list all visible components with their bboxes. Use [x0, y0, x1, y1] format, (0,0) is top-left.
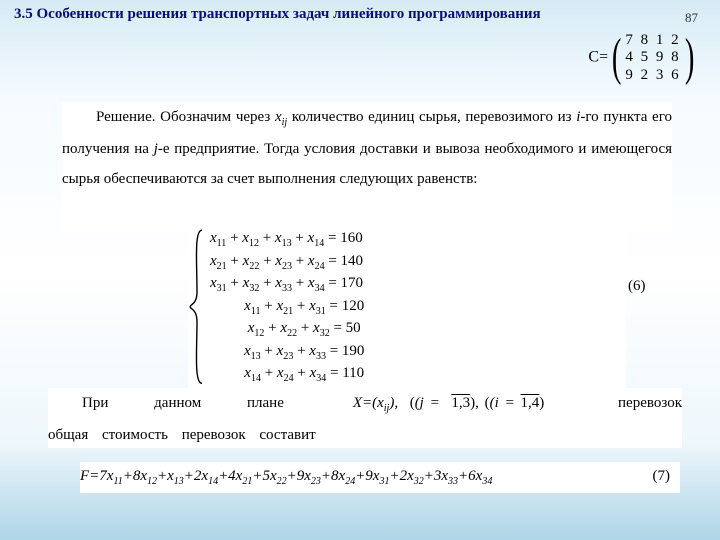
page-root: 3.5 Особенности решения транспортных зад…	[0, 0, 720, 540]
formula-body: F=7x11+8x12+x13+2x14+4x21+5x22+9x23+8x24…	[80, 468, 492, 484]
matrix-body: ( 7 8 1 2 4 5 9 8 9 2 3 6 )	[608, 32, 698, 84]
plan-expr: X=(xij),	[353, 395, 398, 411]
matrix-label: C=	[588, 49, 608, 66]
paren-left: (	[612, 32, 622, 84]
text: Решение. Обозначим через	[96, 109, 275, 125]
brace-left	[188, 228, 206, 386]
objective-function: F=7x11+8x12+x13+2x14+4x21+5x22+9x23+8x24…	[80, 462, 680, 493]
paragraph-solution-intro: Решение. Обозначим через xij количество …	[62, 102, 672, 230]
equation-row: x31 + x32 + x33 + x34 = 170	[210, 273, 364, 296]
equation-rows: x11 + x12 + x13 + x14 = 160x21 + x22 + x…	[210, 228, 364, 386]
equation-row: x14 + x24 + x34 = 110	[210, 363, 364, 386]
matrix-row: 9 2 3 6	[625, 67, 680, 84]
equation-row: x12 + x22 + x32 = 50	[210, 318, 364, 341]
text: количество единиц сырья, перевозимого из	[287, 109, 576, 125]
equation-system: x11 + x12 + x13 + x14 = 160x21 + x22 + x…	[188, 224, 626, 390]
page-number: 87	[685, 10, 698, 26]
equation-row: x11 + x21 + x31 = 120	[210, 296, 364, 319]
equation-number-6: (6)	[628, 278, 646, 295]
var-xij: xij	[275, 109, 287, 125]
equation-number-7: (7)	[653, 468, 671, 485]
i-range: ((i = 1,4)	[485, 395, 545, 411]
text: При данном плане	[82, 395, 330, 411]
equation-row: x21 + x22 + x23 + x24 = 140	[210, 251, 364, 274]
paren-right: )	[685, 32, 695, 84]
equation-row: x13 + x23 + x33 = 190	[210, 341, 364, 364]
equation-row: x11 + x12 + x13 + x14 = 160	[210, 228, 364, 251]
matrix-rows: 7 8 1 2 4 5 9 8 9 2 3 6	[625, 32, 680, 84]
j-range: ((j = 1,3),	[410, 395, 479, 411]
matrix-row: 7 8 1 2	[625, 32, 680, 49]
matrix-c: C= ( 7 8 1 2 4 5 9 8 9 2 3 6 )	[588, 32, 698, 84]
section-heading: 3.5 Особенности решения транспортных зад…	[14, 6, 541, 23]
paragraph-plan: При данном плане X=(xij), ((j = 1,3), ((…	[48, 388, 682, 448]
matrix-row: 4 5 9 8	[625, 49, 680, 66]
